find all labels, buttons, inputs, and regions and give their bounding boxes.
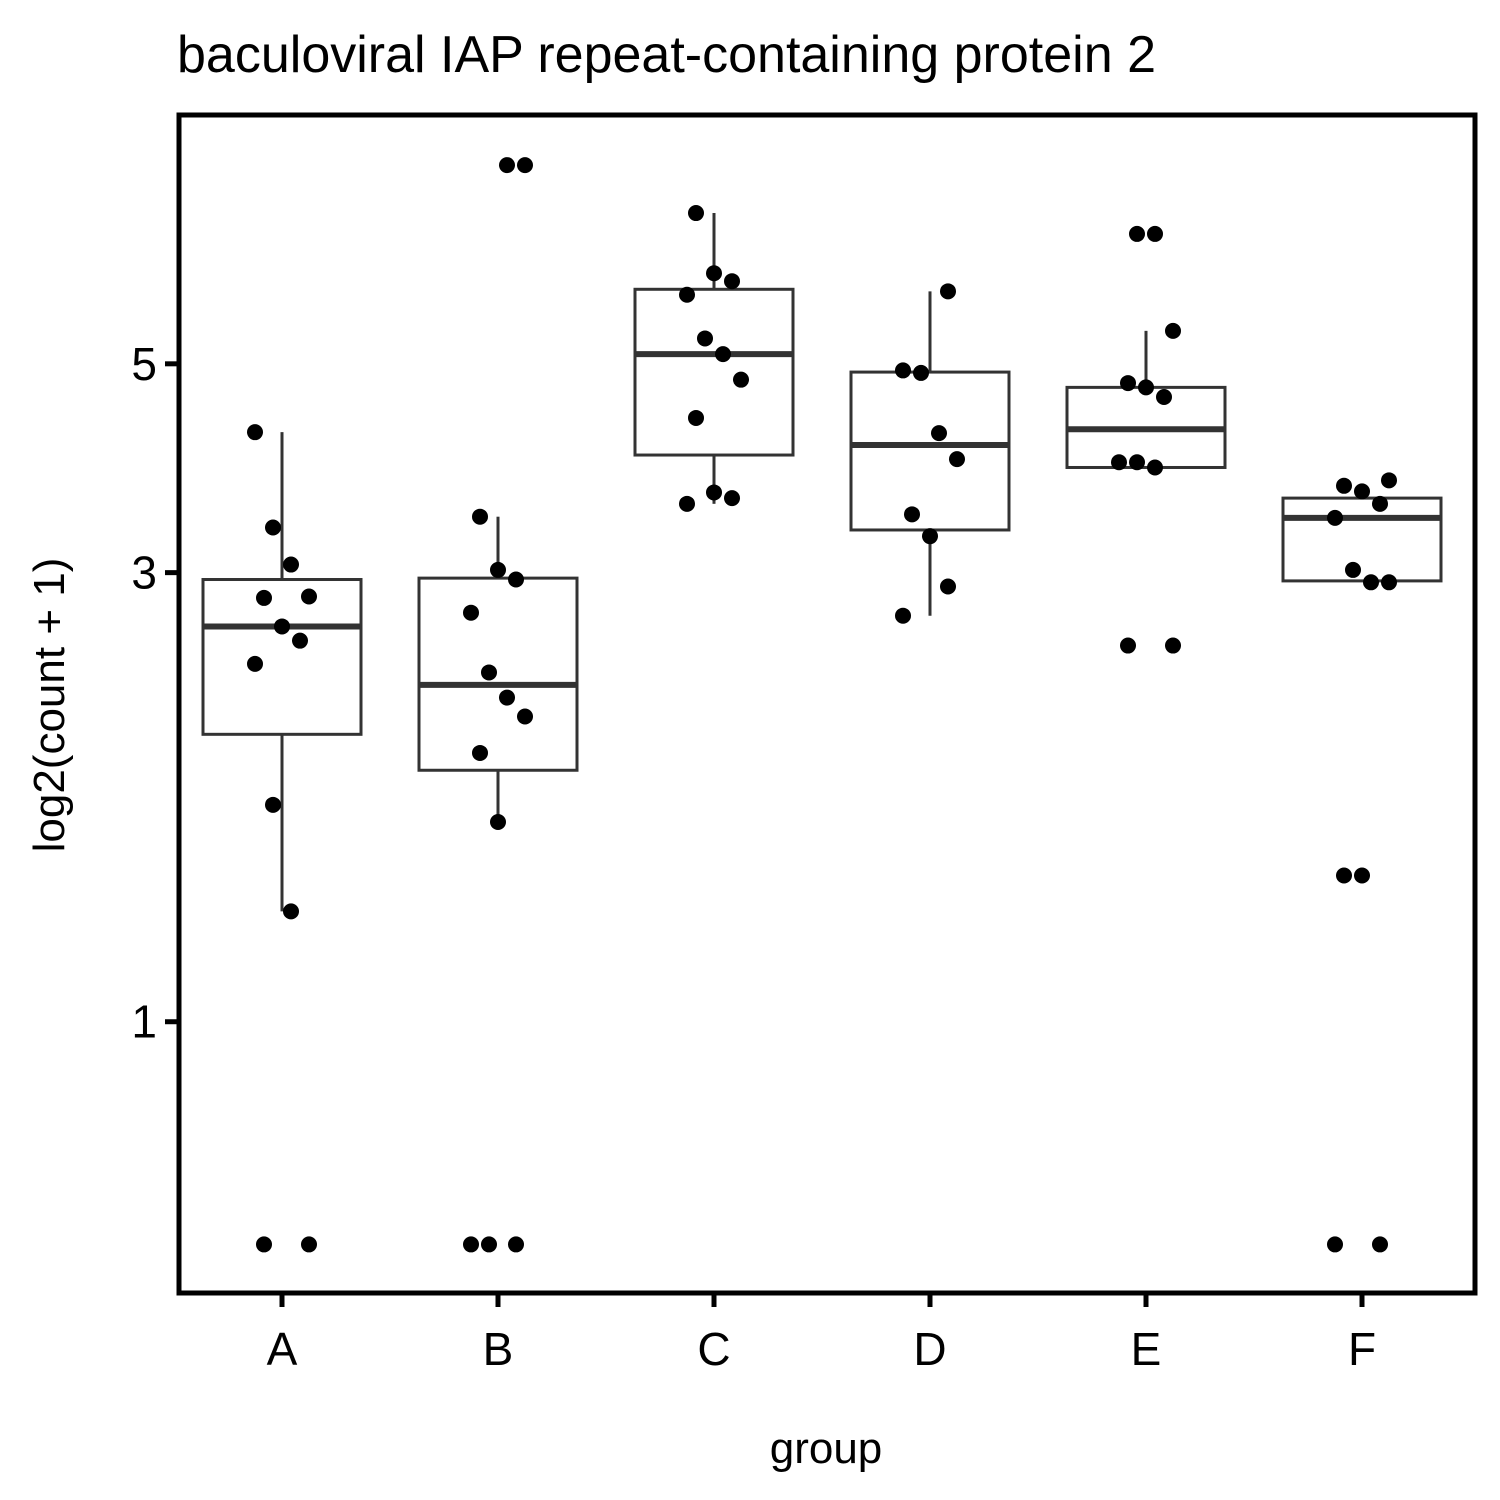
point (1327, 1236, 1343, 1253)
point (472, 508, 488, 525)
point (1147, 459, 1163, 476)
point (715, 346, 731, 363)
point (463, 1236, 479, 1253)
x-tick-label: E (1131, 1323, 1162, 1375)
point (1336, 867, 1352, 884)
point (256, 589, 272, 606)
point (463, 604, 479, 621)
y-tick-label: 5 (131, 338, 157, 390)
point (922, 528, 938, 545)
point (706, 265, 722, 282)
x-tick-label: D (913, 1323, 946, 1375)
point (481, 1236, 497, 1253)
point (274, 618, 290, 635)
x-tick-label: F (1348, 1323, 1376, 1375)
y-tick-label: 1 (131, 996, 157, 1048)
point (265, 796, 281, 813)
point (949, 451, 965, 468)
point (679, 286, 695, 303)
point (724, 490, 740, 507)
point (1120, 375, 1136, 392)
point (247, 424, 263, 441)
point (490, 814, 506, 831)
point (256, 1236, 272, 1253)
point (1354, 483, 1370, 500)
point (481, 664, 497, 681)
point (1363, 574, 1379, 591)
x-tick-label: B (483, 1323, 514, 1375)
point (940, 283, 956, 300)
point (1372, 1236, 1388, 1253)
point (940, 578, 956, 595)
point (247, 655, 263, 672)
point (1327, 509, 1343, 526)
point (733, 371, 749, 388)
point (1345, 561, 1361, 578)
point (472, 744, 488, 761)
point (508, 571, 524, 588)
point (1381, 574, 1397, 591)
point (1372, 495, 1388, 512)
point (724, 273, 740, 290)
box (201, 578, 363, 736)
point (283, 903, 299, 920)
point (1156, 389, 1172, 406)
point (688, 409, 704, 426)
point (904, 506, 920, 523)
point (292, 632, 308, 649)
point (1120, 637, 1136, 654)
point (688, 205, 704, 222)
point (265, 519, 281, 536)
point (1129, 454, 1145, 471)
box (1281, 496, 1443, 583)
y-axis-label: log2(count + 1) (25, 558, 74, 853)
box (417, 576, 579, 772)
point (1111, 454, 1127, 471)
x-tick-label: A (267, 1323, 298, 1375)
point (679, 495, 695, 512)
point (1165, 322, 1181, 339)
point (1147, 225, 1163, 242)
point (1354, 867, 1370, 884)
x-tick-label: C (697, 1323, 730, 1375)
point (301, 1236, 317, 1253)
point (490, 561, 506, 578)
point (1165, 637, 1181, 654)
y-tick-label: 3 (131, 547, 157, 599)
plot-frame (176, 112, 1478, 1296)
point (499, 157, 515, 174)
point (508, 1236, 524, 1253)
box (633, 287, 795, 457)
point (895, 362, 911, 379)
box (849, 370, 1011, 532)
point (1129, 225, 1145, 242)
point (1138, 379, 1154, 396)
point (706, 484, 722, 501)
x-axis-label: group (770, 1424, 883, 1473)
point (517, 708, 533, 725)
point (517, 157, 533, 174)
point (697, 330, 713, 347)
point (499, 689, 515, 706)
point (913, 364, 929, 381)
point (895, 607, 911, 624)
point (1381, 472, 1397, 489)
point (283, 556, 299, 573)
point (301, 588, 317, 605)
point (1336, 477, 1352, 494)
chart-title: baculoviral IAP repeat-containing protei… (177, 26, 1156, 84)
point (931, 425, 947, 442)
